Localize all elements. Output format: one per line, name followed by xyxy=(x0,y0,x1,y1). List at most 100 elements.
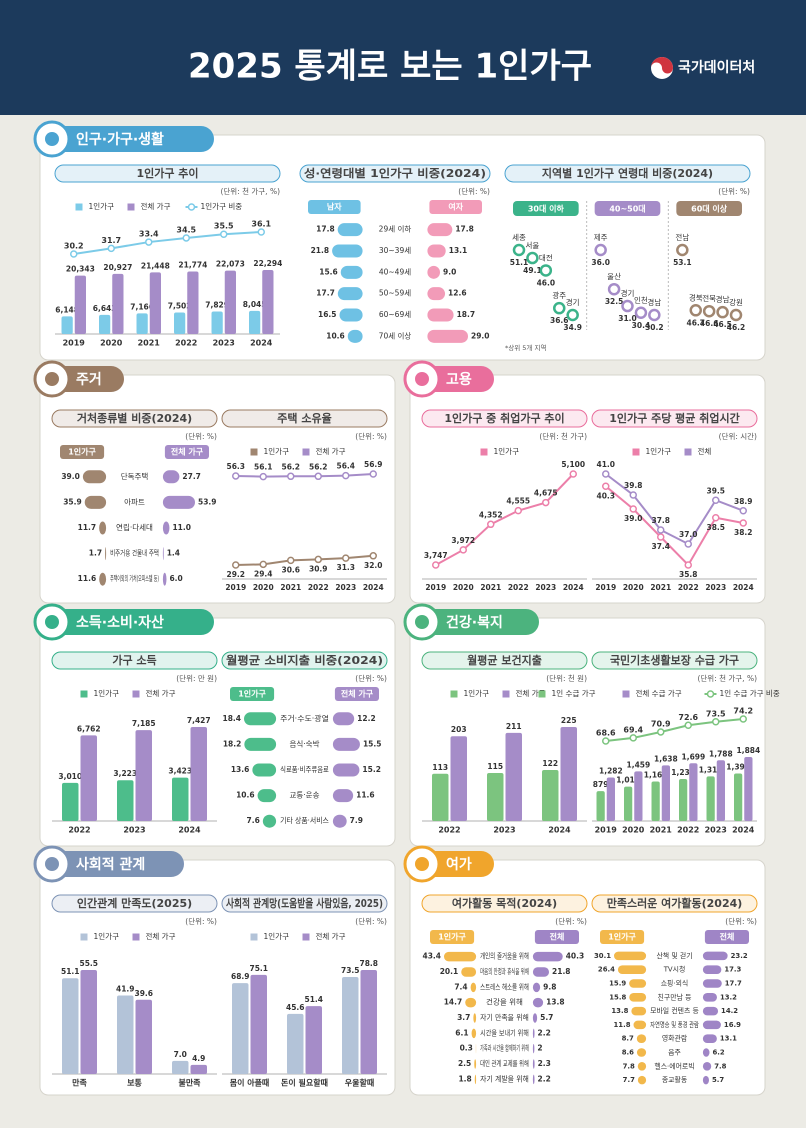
value-label: 21,448 xyxy=(141,261,170,270)
legend-swatch xyxy=(302,448,310,456)
dot xyxy=(702,304,716,318)
bar xyxy=(187,271,199,334)
header-band xyxy=(0,0,806,115)
point xyxy=(602,482,610,490)
dot-name: 경북 xyxy=(689,292,703,302)
unit-label: (단위: %) xyxy=(355,916,387,926)
legend-swatch xyxy=(302,933,310,941)
bar xyxy=(450,736,467,821)
value-label: 2.2 xyxy=(538,1028,551,1037)
value-label: 68.6 xyxy=(596,729,616,738)
value-label: 1,282 xyxy=(599,766,623,775)
dot-name: 세종 xyxy=(512,233,526,242)
value-label: 0.3 xyxy=(460,1044,473,1053)
bar xyxy=(444,951,477,962)
bar xyxy=(135,999,152,1074)
bar xyxy=(702,993,717,1002)
bar xyxy=(633,1020,647,1030)
dot xyxy=(539,264,553,277)
group-header xyxy=(594,201,661,216)
category-label: 자기 계발을 위해 xyxy=(480,1073,529,1083)
point xyxy=(287,556,295,565)
value-label: 55.5 xyxy=(79,959,98,968)
section-icon-dot xyxy=(45,615,59,629)
legend-swatch xyxy=(684,448,692,456)
value-label: 4,555 xyxy=(506,497,530,506)
value-label: 6.1 xyxy=(455,1028,468,1037)
value-label: 11.6 xyxy=(356,791,375,800)
group-header xyxy=(676,201,742,216)
bar xyxy=(427,265,440,279)
category-label: 식료품·비주류음료 xyxy=(280,765,329,774)
value-label: 22,294 xyxy=(253,259,282,268)
legend-label: 전체 가구 xyxy=(316,446,346,456)
value-label: 1,161 xyxy=(644,771,668,780)
value-label: 33.4 xyxy=(139,230,159,239)
bar xyxy=(734,773,743,821)
value-label: 6,762 xyxy=(77,724,101,733)
dot xyxy=(594,243,607,257)
x-tick-label: 불만족 xyxy=(178,1078,201,1088)
unit-label: (단위: %) xyxy=(185,431,217,441)
value-label: 46.5 xyxy=(713,320,732,329)
bar xyxy=(61,316,73,334)
x-tick-label: 2023 xyxy=(335,583,356,592)
bar xyxy=(117,995,134,1074)
value-label: 46.2 xyxy=(727,323,746,332)
legend-label: 1인가구 xyxy=(494,446,520,456)
legend-label: 전체 가구 xyxy=(146,688,176,698)
value-label: 1,884 xyxy=(737,746,761,755)
point xyxy=(145,238,153,246)
category-label: 모바일 컨텐츠 등 xyxy=(650,1006,699,1015)
value-label: 1.7 xyxy=(89,549,102,558)
chart-title: 거처종류별 비중(2024) xyxy=(77,411,192,425)
bar xyxy=(532,967,550,977)
value-label: 20.1 xyxy=(440,967,459,976)
bar xyxy=(117,780,134,821)
point xyxy=(314,472,322,481)
value-label: 21,774 xyxy=(178,260,207,269)
value-label: 31.3 xyxy=(336,563,355,572)
value-label: 3,747 xyxy=(424,551,448,560)
chart-title: 1인가구 중 취업가구 추이 xyxy=(444,411,564,425)
category-label: 산책 및 걷기 xyxy=(656,951,692,960)
value-label: 7,185 xyxy=(132,719,156,728)
bar xyxy=(99,314,111,334)
x-tick-label: 2021 xyxy=(480,583,501,592)
bar xyxy=(249,310,261,334)
category-label: TV시청 xyxy=(663,966,686,974)
point xyxy=(739,507,747,515)
legend-label: 1인가구 비중 xyxy=(201,201,243,211)
category-label: 자연명승 및 풍경 관람 xyxy=(650,1020,699,1029)
value-label: 13.8 xyxy=(611,1007,628,1015)
value-label: 46.7 xyxy=(686,318,705,327)
point xyxy=(629,734,637,742)
value-label: 21.8 xyxy=(311,246,330,255)
category-label: 교통·운송 xyxy=(290,791,320,800)
bar xyxy=(244,712,277,726)
value-label: 203 xyxy=(451,725,467,734)
bar xyxy=(637,1075,647,1085)
chart-title: 월평균 보건지출 xyxy=(467,653,542,667)
unit-label: (단위: %) xyxy=(185,916,217,926)
bar xyxy=(82,470,107,484)
x-tick-label: 2021 xyxy=(650,583,671,592)
bar xyxy=(99,521,107,535)
chart-title: 사회적 관계망(도움받을 사람있음, 2025) xyxy=(226,896,383,910)
chart-title: 인간관계 만족도(2025) xyxy=(77,896,192,910)
category-label: 개인의 즐거움을 위해 xyxy=(480,951,529,961)
bar xyxy=(244,737,277,751)
value-label: 3,010 xyxy=(58,772,82,781)
bar xyxy=(465,997,477,1008)
series-header xyxy=(430,930,475,944)
unit-label: (단위: 시간) xyxy=(719,431,757,441)
bar xyxy=(631,1006,647,1016)
legend-label: 전체 가구 xyxy=(141,201,171,211)
bar xyxy=(190,1064,207,1074)
dot xyxy=(512,243,526,257)
legend-label: 전체 가구 xyxy=(316,931,346,941)
category-label: 비주거용 건물내 주택 xyxy=(110,548,159,558)
bar xyxy=(532,1013,538,1023)
bar xyxy=(332,712,355,726)
value-label: 15.5 xyxy=(363,739,382,748)
